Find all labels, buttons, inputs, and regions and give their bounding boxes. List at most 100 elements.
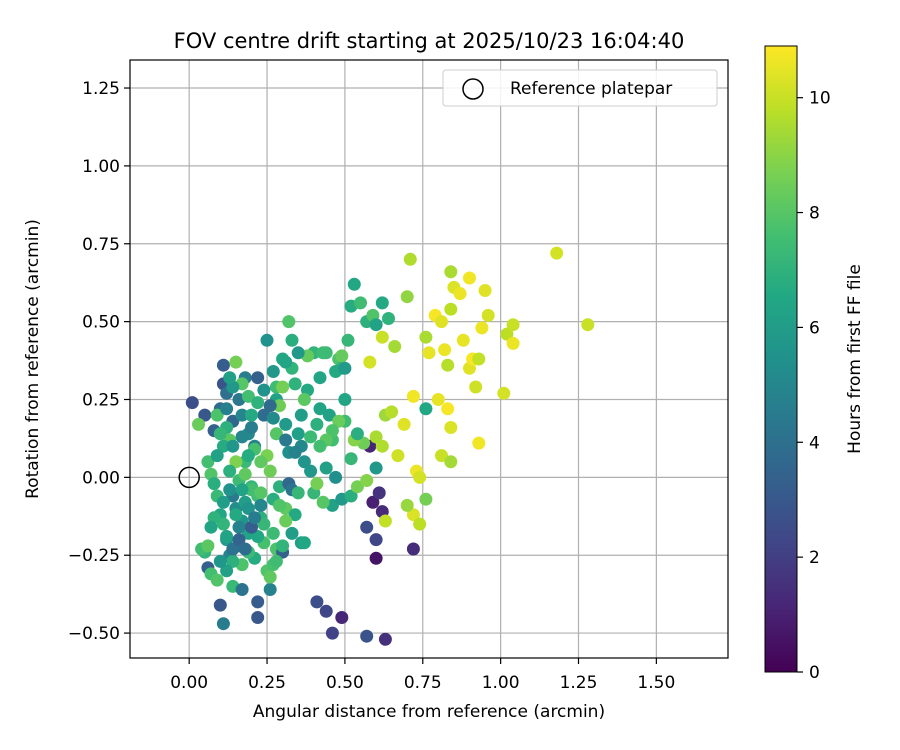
data-point	[216, 358, 230, 372]
data-point	[344, 452, 358, 466]
data-point	[369, 430, 383, 444]
data-point	[325, 626, 339, 640]
data-point	[413, 517, 427, 531]
colorbar-tick-label: 0	[809, 663, 820, 683]
data-point	[453, 287, 467, 301]
data-point	[350, 427, 364, 441]
data-point	[220, 402, 234, 416]
data-point	[363, 355, 377, 369]
data-point	[204, 520, 218, 534]
y-tick-label: 0.75	[82, 235, 120, 255]
data-point	[210, 408, 224, 422]
data-point	[338, 361, 352, 375]
data-point	[241, 502, 255, 515]
data-point	[257, 517, 271, 531]
y-axis: −0.50 −0.25 0.00 0.25 0.50 0.75 1.00 1.25	[68, 79, 130, 644]
data-point	[438, 343, 452, 357]
data-point	[444, 421, 458, 434]
data-point	[248, 511, 262, 525]
data-point	[335, 349, 349, 363]
data-point	[260, 333, 274, 347]
data-point	[325, 424, 339, 438]
data-point	[350, 480, 364, 494]
data-point	[313, 402, 327, 416]
data-point	[291, 346, 305, 360]
data-point	[463, 271, 476, 285]
data-point	[254, 498, 268, 512]
data-point	[378, 514, 392, 528]
data-point	[266, 411, 280, 425]
legend: Reference platepar	[442, 69, 718, 107]
data-point	[229, 455, 243, 469]
data-point	[322, 408, 336, 422]
data-point	[354, 296, 367, 310]
data-point	[391, 449, 405, 463]
data-point	[581, 318, 595, 332]
data-point	[431, 393, 445, 406]
data-point	[500, 327, 514, 341]
data-point	[413, 470, 427, 484]
data-point	[213, 554, 227, 568]
data-point	[210, 449, 224, 463]
data-point	[263, 399, 277, 413]
data-point	[235, 408, 249, 422]
data-point	[257, 383, 271, 397]
data-point	[232, 520, 246, 534]
data-point	[347, 277, 361, 291]
data-point	[201, 539, 215, 553]
data-point	[229, 508, 243, 522]
y-tick-label: 0.25	[82, 390, 120, 410]
data-point	[441, 402, 455, 416]
data-point	[478, 284, 492, 297]
data-point	[269, 554, 283, 568]
data-point	[285, 526, 299, 540]
data-point	[310, 417, 324, 431]
x-tick-label: 1.50	[637, 673, 675, 693]
data-point	[201, 455, 215, 469]
data-point	[400, 290, 414, 304]
data-point	[235, 483, 249, 497]
data-point	[216, 495, 230, 509]
data-point	[254, 486, 268, 500]
data-point	[313, 439, 327, 453]
data-point	[263, 570, 277, 584]
data-point	[297, 455, 311, 469]
y-tick-label: −0.25	[68, 546, 120, 566]
data-point	[435, 315, 448, 329]
data-point	[422, 346, 436, 360]
data-point	[506, 336, 520, 350]
data-point	[550, 246, 564, 260]
data-point	[378, 632, 392, 646]
data-point	[419, 492, 433, 506]
data-point	[335, 611, 349, 624]
data-point	[400, 498, 414, 512]
data-point	[251, 396, 265, 410]
data-point	[506, 318, 520, 332]
data-point	[310, 477, 324, 491]
reference-marker	[178, 466, 200, 489]
data-point	[294, 408, 308, 422]
data-point	[288, 445, 302, 459]
data-point	[444, 302, 458, 316]
data-point	[475, 321, 489, 335]
data-point	[344, 489, 358, 503]
data-point	[223, 371, 237, 385]
data-point	[245, 421, 258, 434]
data-point	[360, 520, 374, 534]
data-point	[273, 498, 286, 512]
data-point	[291, 486, 305, 500]
data-point	[385, 405, 399, 419]
data-point	[226, 542, 240, 556]
x-tick-label: 1.25	[560, 673, 598, 693]
data-point	[375, 439, 389, 453]
data-point	[360, 629, 374, 643]
data-point	[369, 318, 383, 332]
data-point	[229, 355, 243, 369]
data-point	[441, 358, 455, 372]
x-tick-label: 0.25	[248, 673, 286, 693]
data-point	[329, 470, 343, 484]
data-point	[472, 436, 486, 450]
data-point	[310, 595, 324, 609]
x-tick-label: 0.50	[326, 673, 364, 693]
data-point	[266, 526, 280, 540]
